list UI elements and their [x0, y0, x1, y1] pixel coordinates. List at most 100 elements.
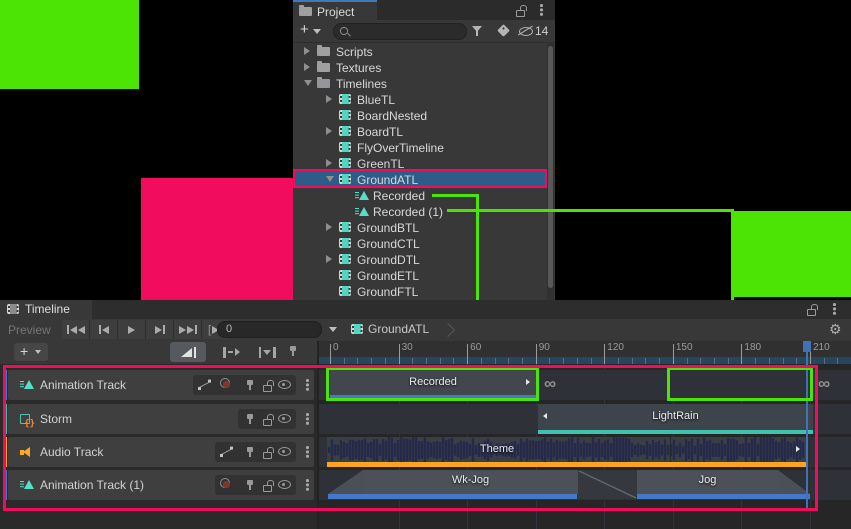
track-menu-icon[interactable] [306, 379, 309, 391]
ruler-major-tick [467, 344, 469, 364]
track-lane-3[interactable]: Theme [318, 437, 851, 467]
clip-out-handle[interactable] [526, 379, 530, 385]
edit-mode-mix-button[interactable] [170, 342, 206, 362]
lock-track-icon[interactable] [262, 413, 274, 426]
lock-track-icon[interactable] [262, 479, 274, 492]
hidden-count-eye-icon[interactable] [518, 25, 533, 36]
track-toggles-group [238, 409, 296, 429]
track-lane-2[interactable]: LightRain [318, 404, 851, 434]
track-menu-icon[interactable] [306, 413, 309, 425]
mute-pin-icon[interactable] [245, 413, 255, 425]
foldout-expanded-icon[interactable] [326, 176, 334, 182]
search-by-label-icon[interactable] [497, 24, 510, 37]
create-asset-dropdown-icon[interactable] [313, 29, 321, 34]
tree-row-recorded-1-[interactable]: Recorded (1) [293, 203, 547, 219]
foldout-collapsed-icon[interactable] [304, 63, 310, 71]
clip-in-handle[interactable] [543, 413, 547, 419]
curves-icon[interactable] [198, 379, 212, 391]
clip-theme[interactable]: Theme [327, 437, 806, 467]
breadcrumb[interactable]: GroundATL [368, 322, 430, 336]
foldout-expanded-icon[interactable] [304, 80, 312, 86]
track-visibility-eye-icon[interactable] [278, 380, 291, 389]
panel-menu-icon[interactable] [540, 4, 543, 16]
frame-field-dropdown-icon[interactable] [329, 327, 337, 332]
settings-gear-icon[interactable]: ⚙ [829, 321, 842, 337]
foldout-collapsed-icon[interactable] [326, 159, 332, 167]
edit-mode-replace-button[interactable] [252, 344, 282, 360]
record-button[interactable] [220, 378, 230, 388]
foldout-collapsed-icon[interactable] [326, 127, 332, 135]
tree-row-groundetl[interactable]: GroundETL [293, 267, 547, 283]
clip-jog[interactable]: Jog [637, 470, 778, 494]
tree-row-groundftl[interactable]: GroundFTL [293, 283, 547, 299]
search-input[interactable] [333, 23, 467, 40]
track-visibility-eye-icon[interactable] [278, 447, 291, 456]
time-ruler[interactable]: 0 30 60 90 120 150 180 210 [318, 341, 851, 364]
clip-wkjog[interactable]: Wk-Jog [363, 470, 578, 494]
tree-row-flyovertimeline[interactable]: FlyOverTimeline [293, 139, 547, 155]
mute-pin-icon[interactable] [245, 479, 255, 491]
tree-row-scripts[interactable]: Scripts [293, 43, 547, 59]
add-track-button[interactable]: + [14, 343, 48, 361]
tree-row-grounddtl[interactable]: GroundDTL [293, 251, 547, 267]
tree-row-greentl[interactable]: GreenTL [293, 155, 547, 171]
timeline-menu-icon[interactable] [833, 303, 836, 315]
project-scrollbar[interactable] [547, 42, 554, 300]
track-header-2[interactable]: Storm [3, 404, 314, 434]
lock-track-icon[interactable] [262, 446, 274, 459]
tree-row-boardnested[interactable]: BoardNested [293, 107, 547, 123]
tree-row-textures[interactable]: Textures [293, 59, 547, 75]
foldout-collapsed-icon[interactable] [326, 95, 332, 103]
frame-field[interactable]: 0 [217, 321, 322, 338]
tree-row-bluetl[interactable]: BlueTL [293, 91, 547, 107]
skip-to-end-button[interactable] [174, 320, 202, 339]
track-lane-4[interactable]: Wk-Jog Jog [318, 470, 851, 500]
marker-track-pin-icon[interactable] [288, 345, 298, 357]
clip-recorded[interactable]: Recorded [330, 370, 536, 400]
breadcrumb-timeline-icon [351, 324, 363, 334]
tree-row-groundctl[interactable]: GroundCTL [293, 235, 547, 251]
track-visibility-eye-icon[interactable] [278, 480, 291, 489]
track-header-3[interactable]: Audio Track [3, 437, 314, 467]
clip-blend-region[interactable] [578, 470, 637, 499]
track-menu-icon[interactable] [306, 479, 309, 491]
previous-frame-button[interactable] [90, 320, 118, 339]
tree-row-groundbtl[interactable]: GroundBTL [293, 219, 547, 235]
ruler-major-tick [672, 344, 674, 364]
clip-out-handle[interactable] [796, 446, 800, 452]
timeline-unlock-icon[interactable] [806, 303, 818, 316]
create-asset-button[interactable]: + [300, 21, 309, 38]
tree-row-groundatl[interactable]: GroundATL [293, 171, 547, 187]
header-lane-divider[interactable] [317, 341, 319, 529]
search-by-type-icon[interactable] [472, 26, 483, 37]
foldout-collapsed-icon[interactable] [326, 255, 332, 263]
track-lane-1[interactable]: Recorded [318, 370, 851, 400]
tree-row-recorded[interactable]: Recorded [293, 187, 547, 203]
foldout-collapsed-icon[interactable] [326, 223, 332, 231]
tab-project[interactable]: Project [293, 0, 377, 22]
track-visibility-eye-icon[interactable] [278, 414, 291, 423]
track-menu-icon[interactable] [306, 446, 309, 458]
tree-row-timelines[interactable]: Timelines [293, 75, 547, 91]
timeline-end-marker[interactable] [803, 341, 811, 352]
lock-track-icon[interactable] [262, 379, 274, 392]
skip-to-start-button[interactable] [62, 320, 90, 339]
curves-icon[interactable] [220, 446, 234, 458]
track-lanes-area: Recorded LightRain Theme Wk-Jog Jog [318, 364, 851, 529]
ruler-tick-label: 0 [333, 342, 339, 353]
mute-pin-icon[interactable] [245, 446, 255, 458]
unlock-icon[interactable] [515, 4, 527, 17]
record-button[interactable] [220, 478, 230, 488]
foldout-collapsed-icon[interactable] [304, 47, 310, 55]
preview-toggle[interactable]: Preview [8, 323, 51, 337]
tree-item-label: Scripts [336, 44, 373, 59]
mute-pin-icon[interactable] [245, 379, 255, 391]
play-button[interactable] [118, 320, 146, 339]
next-frame-button[interactable] [146, 320, 174, 339]
tab-timeline[interactable]: Timeline [0, 300, 92, 319]
annotation-green-block-left [0, 0, 139, 89]
clip-lightrain[interactable]: LightRain [538, 404, 813, 434]
project-scrollbar-thumb[interactable] [548, 46, 553, 288]
tree-row-boardtl[interactable]: BoardTL [293, 123, 547, 139]
edit-mode-ripple-button[interactable] [216, 344, 246, 360]
